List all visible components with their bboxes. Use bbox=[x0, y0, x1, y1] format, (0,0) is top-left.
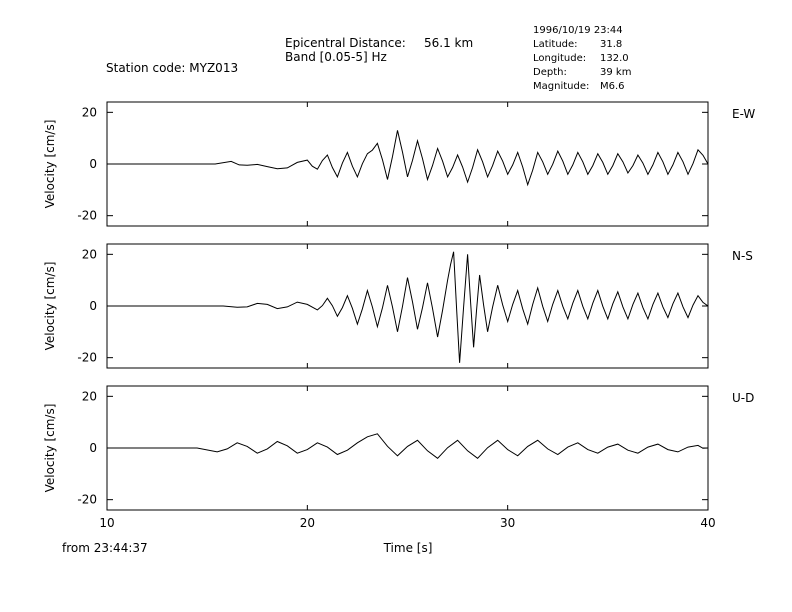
y-tick-label: 20 bbox=[82, 389, 97, 403]
station-code: Station code: MYZ013 bbox=[106, 61, 238, 75]
magnitude-value: M6.6 bbox=[600, 81, 625, 92]
x-tick-label: 10 bbox=[99, 516, 114, 530]
x-tick-label: 20 bbox=[300, 516, 315, 530]
depth-label: Depth: bbox=[533, 67, 567, 78]
y-tick-label: 20 bbox=[82, 105, 97, 119]
event-datetime: 1996/10/19 23:44 bbox=[533, 25, 623, 36]
trace-ns bbox=[107, 251, 709, 363]
series-label-ns: N-S bbox=[732, 249, 753, 263]
y-axis-title: Velocity [cm/s] bbox=[43, 262, 57, 351]
latitude-value: 31.8 bbox=[600, 39, 622, 50]
y-axis-title: Velocity [cm/s] bbox=[43, 404, 57, 493]
band-label: Band [0.05-5] Hz bbox=[285, 50, 387, 64]
panels-group: 20 0 -20 Velocity [cm/s] E-W 20 0 -20 Velocity [… bbox=[43, 101, 755, 530]
series-label-ud: U-D bbox=[732, 391, 754, 405]
y-tick-label: 20 bbox=[82, 247, 97, 261]
trace-ud bbox=[107, 433, 709, 459]
start-time-label: from 23:44:37 bbox=[62, 541, 148, 555]
latitude-label: Latitude: bbox=[533, 39, 578, 50]
y-tick-label: 0 bbox=[89, 157, 97, 171]
longitude-label: Longitude: bbox=[533, 53, 586, 64]
longitude-value: 132.0 bbox=[600, 53, 629, 64]
series-label-ew: E-W bbox=[732, 107, 755, 121]
y-tick-label: -20 bbox=[77, 493, 97, 507]
x-tick-label: 40 bbox=[700, 516, 715, 530]
depth-value: 39 km bbox=[600, 67, 631, 78]
trace-ew bbox=[107, 130, 709, 187]
y-axis-title: Velocity [cm/s] bbox=[43, 120, 57, 209]
epicentral-distance-value: 56.1 km bbox=[424, 36, 473, 50]
y-tick-label: -20 bbox=[77, 351, 97, 365]
epicentral-distance-label: Epicentral Distance: bbox=[285, 36, 406, 50]
x-tick-label: 30 bbox=[500, 516, 515, 530]
x-axis-title: Time [s] bbox=[383, 541, 433, 555]
y-tick-label: 0 bbox=[89, 441, 97, 455]
y-tick-label: -20 bbox=[77, 209, 97, 223]
magnitude-label: Magnitude: bbox=[533, 81, 589, 92]
y-tick-label: 0 bbox=[89, 299, 97, 313]
